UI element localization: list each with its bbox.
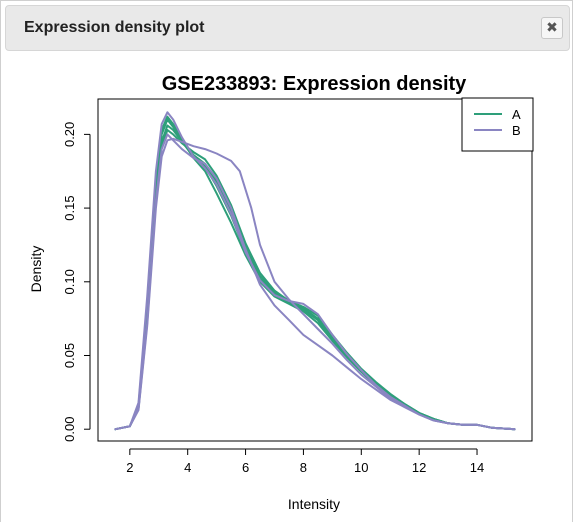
legend-label-a: A <box>512 107 521 122</box>
y-tick-label: 0.10 <box>62 269 77 294</box>
y-tick-label: 0.15 <box>62 195 77 220</box>
density-line-b-6 <box>114 137 516 431</box>
x-tick-label: 8 <box>300 460 307 475</box>
density-line-b-7 <box>114 133 516 431</box>
density-line-a-3 <box>114 129 516 431</box>
y-tick-label: 0.20 <box>62 122 77 147</box>
y-axis-label: Density <box>28 246 44 293</box>
close-icon: ✖ <box>546 20 558 36</box>
density-line-a-2 <box>114 115 516 431</box>
x-tick-label: 12 <box>412 460 426 475</box>
density-line-a-4 <box>114 124 516 431</box>
y-tick-label: 0.05 <box>62 343 77 368</box>
x-axis-label: Intensity <box>288 496 340 512</box>
density-line-b-5 <box>114 111 516 431</box>
chart-title: GSE233893: Expression density <box>162 73 467 95</box>
density-plot: GSE233893: Expression density 2 4 6 8 10 12 14… <box>28 73 534 512</box>
plot-frame <box>97 98 533 442</box>
x-tick-label: 4 <box>184 460 191 475</box>
y-tick-label: 0.00 <box>62 417 77 442</box>
dialog-title: Expression density plot <box>24 19 205 36</box>
close-button[interactable]: ✖ <box>541 17 563 39</box>
x-tick-label: 2 <box>126 460 133 475</box>
dialog-header: Expression density plot ✖ <box>5 5 570 51</box>
x-tick-label: 14 <box>470 460 484 475</box>
x-tick-label: 10 <box>354 460 368 475</box>
legend-label-b: B <box>512 123 521 138</box>
density-line-a-1 <box>114 118 516 431</box>
x-tick-label: 6 <box>242 460 249 475</box>
legend-box <box>461 97 534 152</box>
